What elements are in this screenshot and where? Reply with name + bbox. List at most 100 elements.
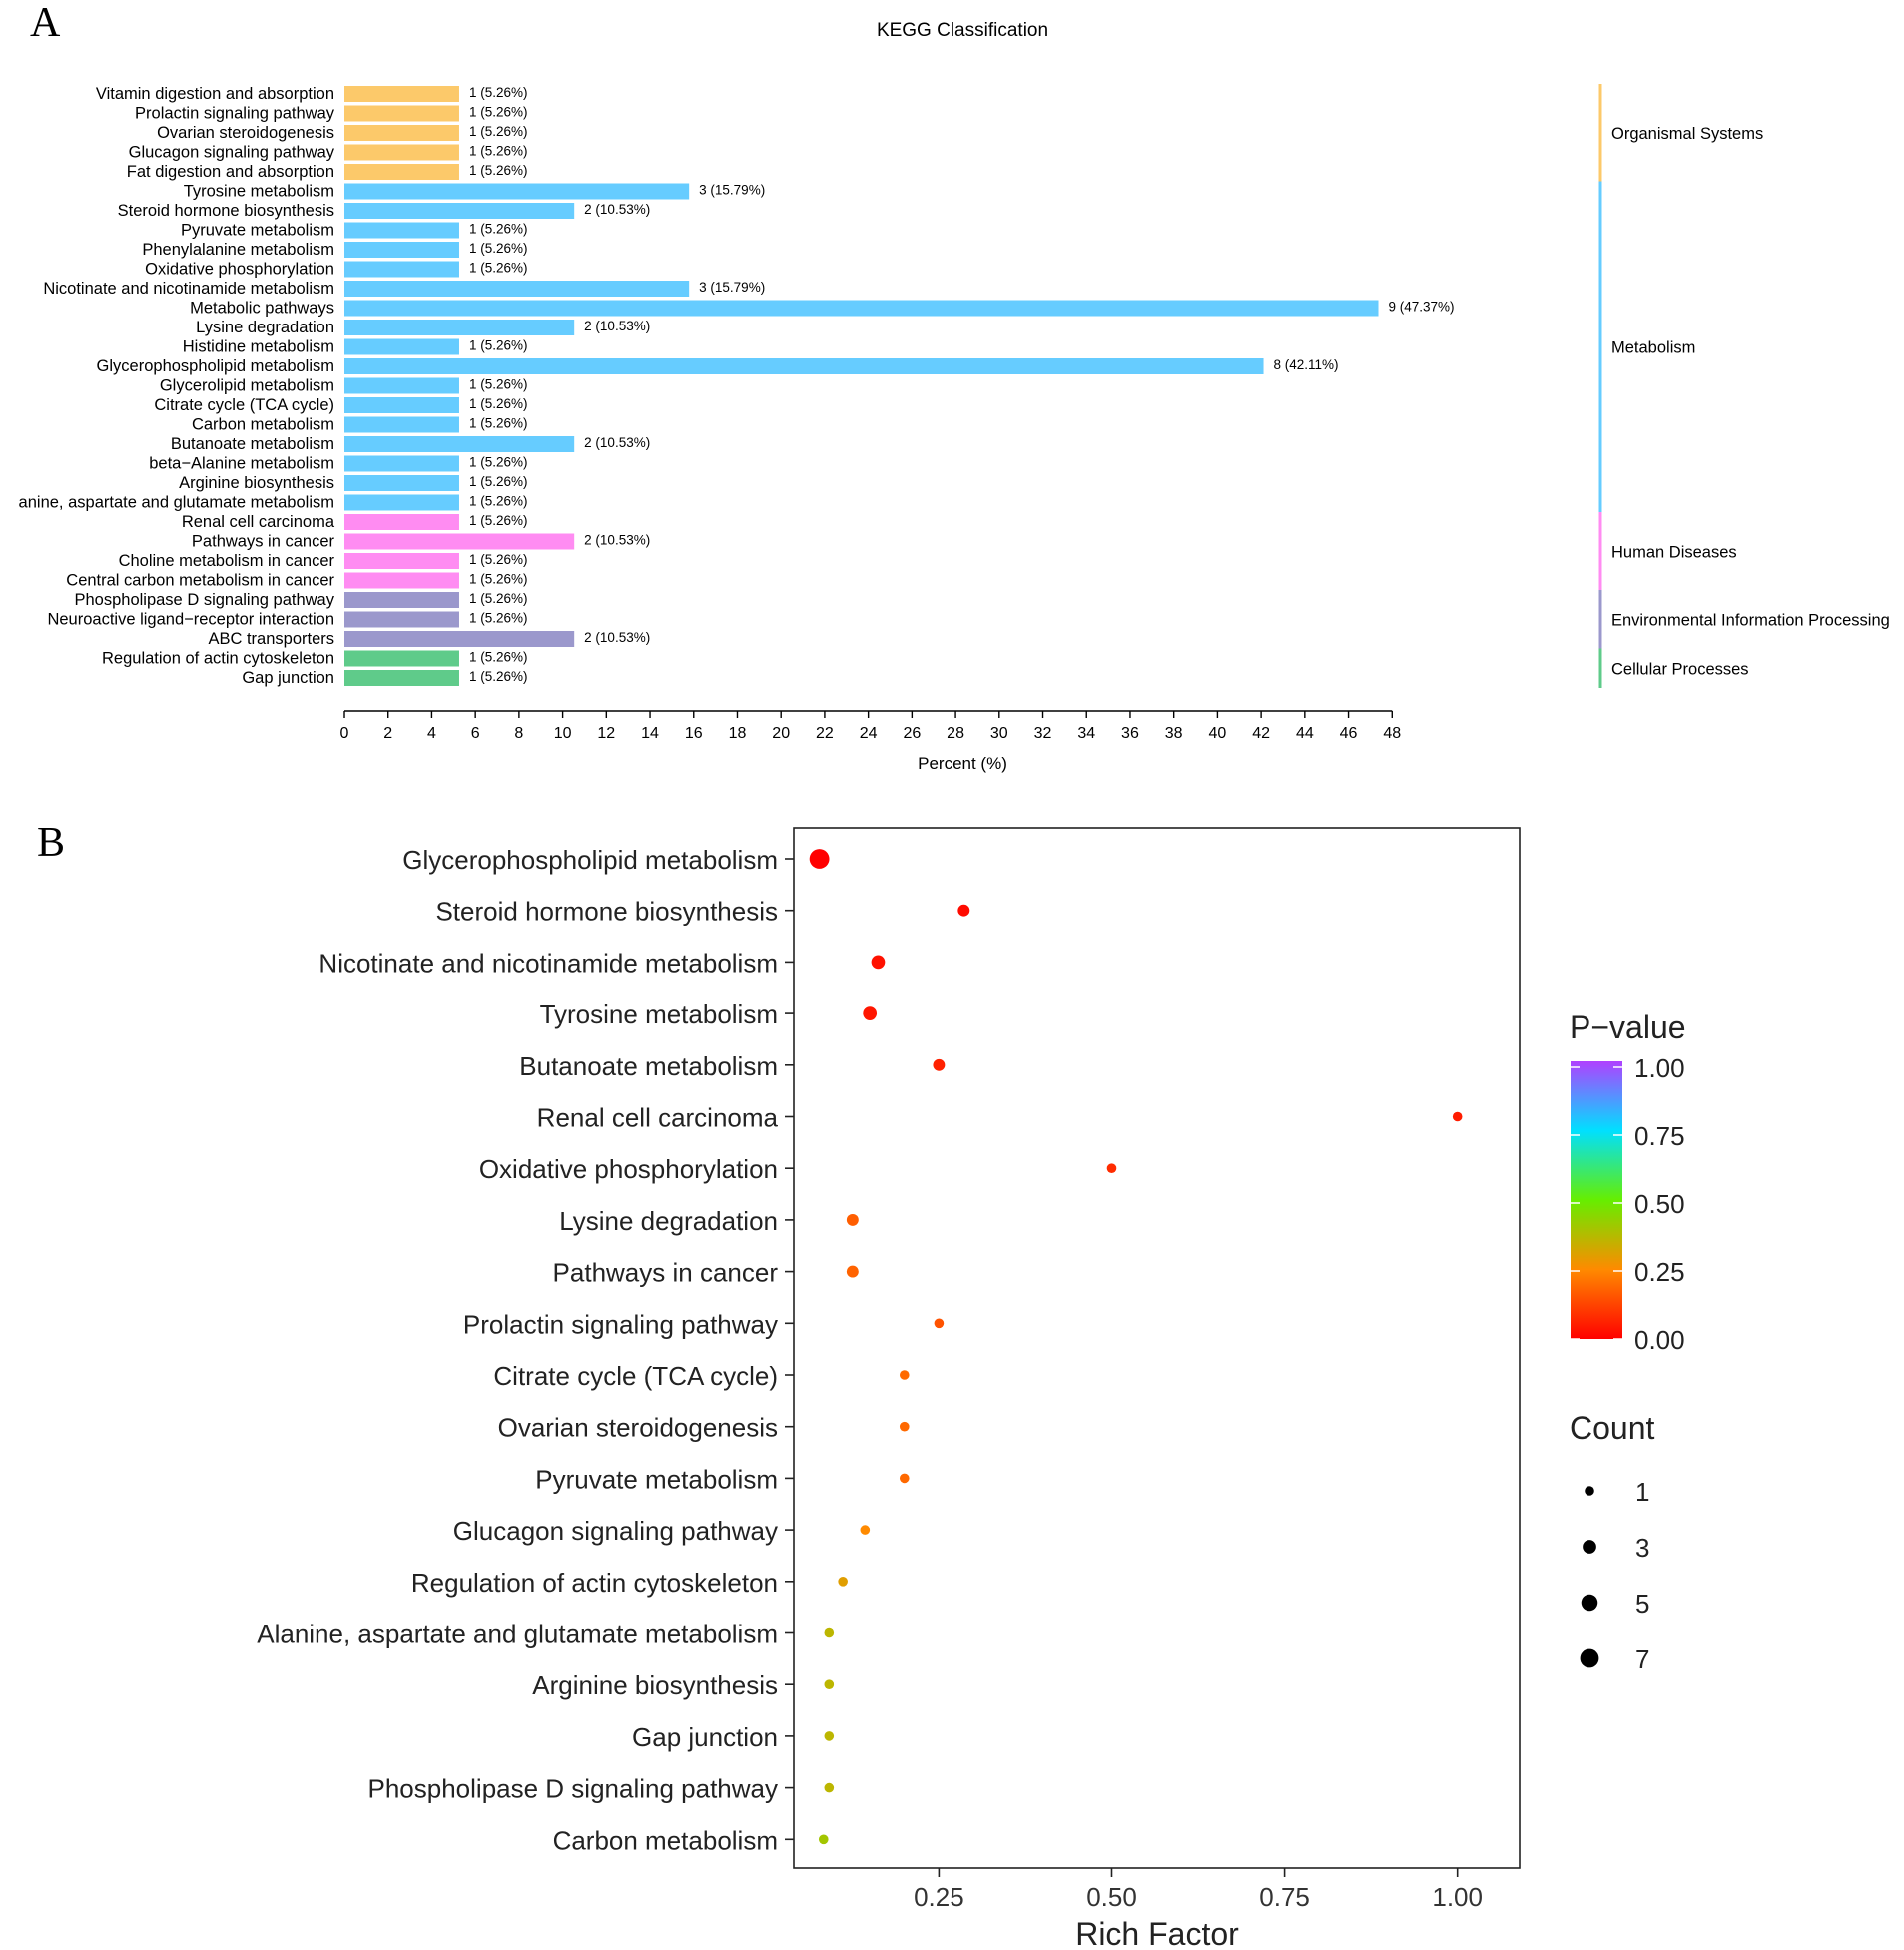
p-value-legend-ticks: 1.00 0.75 0.50 0.25 0.00	[1571, 1053, 1685, 1355]
x-tick-label: 44	[1296, 725, 1314, 742]
count-legend-title: Count	[1570, 1410, 1655, 1446]
chart-b-x-axis-label: Rich Factor	[1075, 1916, 1239, 1950]
data-point	[899, 1370, 910, 1380]
x-tick-label: 26	[903, 725, 921, 742]
bar-data-label: 2 (10.53%)	[584, 202, 650, 217]
data-point	[818, 1834, 829, 1845]
p-value-legend-title: P−value	[1570, 1009, 1686, 1045]
bar	[344, 670, 459, 686]
bar	[344, 416, 459, 433]
x-tick-label: 0.75	[1259, 1882, 1310, 1912]
x-tick-label: 34	[1077, 725, 1095, 742]
bar	[344, 377, 459, 394]
chart-a-title: KEGG Classification	[877, 20, 1048, 41]
chart-a-x-axis-label: Percent (%)	[918, 754, 1007, 773]
data-point	[863, 1006, 878, 1020]
y-tick-label: Prolactin signaling pathway	[463, 1309, 778, 1339]
bar-data-label: 1 (5.26%)	[469, 650, 528, 665]
bar-data-label: 1 (5.26%)	[469, 572, 528, 587]
x-tick-label: 2	[383, 725, 392, 742]
bar-category-label: Metabolic pathways	[190, 300, 334, 318]
count-legend-dot	[1580, 1648, 1599, 1668]
x-tick-label: 46	[1340, 725, 1358, 742]
colorbar-tick-label: 0.00	[1634, 1325, 1685, 1355]
bar-category-label: beta−Alanine metabolism	[149, 455, 334, 473]
bar-data-label: 1 (5.26%)	[469, 338, 528, 353]
bar-category-label: ABC transporters	[208, 630, 334, 648]
x-tick-label: 28	[947, 725, 964, 742]
x-tick-label: 0.25	[914, 1882, 964, 1912]
data-point	[899, 1421, 910, 1432]
bar	[344, 105, 459, 122]
y-tick-label: Arginine biosynthesis	[532, 1670, 778, 1700]
bar	[344, 86, 459, 102]
bar	[344, 397, 459, 413]
x-tick-label: 24	[860, 725, 878, 742]
bar-data-label: 3 (15.79%)	[699, 183, 765, 198]
x-tick-label: 38	[1165, 725, 1183, 742]
bar-category-label: Carbon metabolism	[192, 416, 334, 434]
y-tick-label: Glycerophospholipid metabolism	[402, 845, 778, 875]
bar-data-label: 1 (5.26%)	[469, 669, 528, 684]
bar-category-label: Glycerolipid metabolism	[160, 377, 334, 395]
chart-b-plot-frame	[793, 827, 1521, 1869]
x-tick-label: 16	[685, 725, 703, 742]
data-point	[957, 904, 970, 917]
bar	[344, 281, 690, 297]
bar	[344, 222, 459, 239]
group-label: Metabolism	[1611, 339, 1695, 357]
count-legend-dot	[1585, 1486, 1594, 1496]
bar-category-label: Tyrosine metabolism	[184, 183, 334, 201]
bar-category-label: Central carbon metabolism in cancer	[66, 572, 334, 590]
count-legend-dot	[1583, 1540, 1596, 1554]
chart-a-x-axis: 0 2 4 6 8 10 12 14 16 18 20 22 24 26 28 30 32 34 36 38 40 42 4…	[340, 710, 1401, 742]
y-tick-label: Pathways in cancer	[553, 1258, 779, 1288]
bar-category-label: Butanoate metabolism	[171, 435, 334, 453]
bar-data-label: 1 (5.26%)	[469, 591, 528, 606]
bar-data-label: 2 (10.53%)	[584, 533, 650, 548]
y-tick-label: Steroid hormone biosynthesis	[435, 897, 778, 927]
bar-category-label: Phenylalanine metabolism	[142, 241, 334, 259]
count-legend-label: 1	[1635, 1477, 1649, 1507]
bar-category-label: Regulation of actin cytoskeleton	[102, 650, 334, 668]
y-tick-label: Alanine, aspartate and glutamate metabol…	[257, 1620, 778, 1649]
bar	[344, 164, 459, 180]
bar-category-label: Citrate cycle (TCA cycle)	[154, 396, 334, 414]
data-point	[846, 1213, 859, 1226]
bar-category-label: Prolactin signaling pathway	[135, 105, 335, 123]
y-tick-label: Glucagon signaling pathway	[453, 1516, 778, 1546]
bar-data-label: 1 (5.26%)	[469, 494, 528, 509]
bar-category-label: Fat digestion and absorption	[127, 163, 334, 181]
bar-data-label: 1 (5.26%)	[469, 85, 528, 100]
bar-category-label: Choline metabolism in cancer	[119, 552, 335, 570]
bar	[344, 494, 459, 511]
bar-data-label: 9 (47.37%)	[1389, 300, 1455, 315]
bar-category-label: Histidine metabolism	[183, 338, 334, 356]
x-tick-label: 8	[514, 725, 523, 742]
bar-data-label: 1 (5.26%)	[469, 163, 528, 178]
bar-data-label: 1 (5.26%)	[469, 124, 528, 139]
x-tick-label: 6	[471, 725, 480, 742]
x-tick-label: 40	[1209, 725, 1227, 742]
bar-category-label: Phospholipase D signaling pathway	[74, 591, 334, 609]
x-tick-label: 1.00	[1432, 1882, 1483, 1912]
bar	[344, 514, 459, 530]
x-tick-label: 12	[597, 725, 615, 742]
x-tick-label: 18	[729, 725, 747, 742]
y-tick-label: Butanoate metabolism	[519, 1051, 778, 1081]
bar-data-label: 1 (5.26%)	[469, 611, 528, 626]
y-tick-label: Renal cell carcinoma	[537, 1103, 779, 1133]
x-tick-label: 30	[990, 725, 1008, 742]
bar	[344, 650, 459, 667]
bar	[344, 183, 690, 200]
bar	[344, 338, 459, 355]
count-legend-label: 3	[1635, 1533, 1649, 1563]
data-point	[824, 1782, 835, 1793]
x-tick-label: 14	[641, 725, 659, 742]
y-tick-label: Ovarian steroidogenesis	[498, 1413, 778, 1443]
bar-category-label: Steroid hormone biosynthesis	[118, 202, 334, 220]
bar	[344, 572, 459, 589]
x-tick-label: 10	[554, 725, 572, 742]
data-point	[838, 1577, 848, 1587]
